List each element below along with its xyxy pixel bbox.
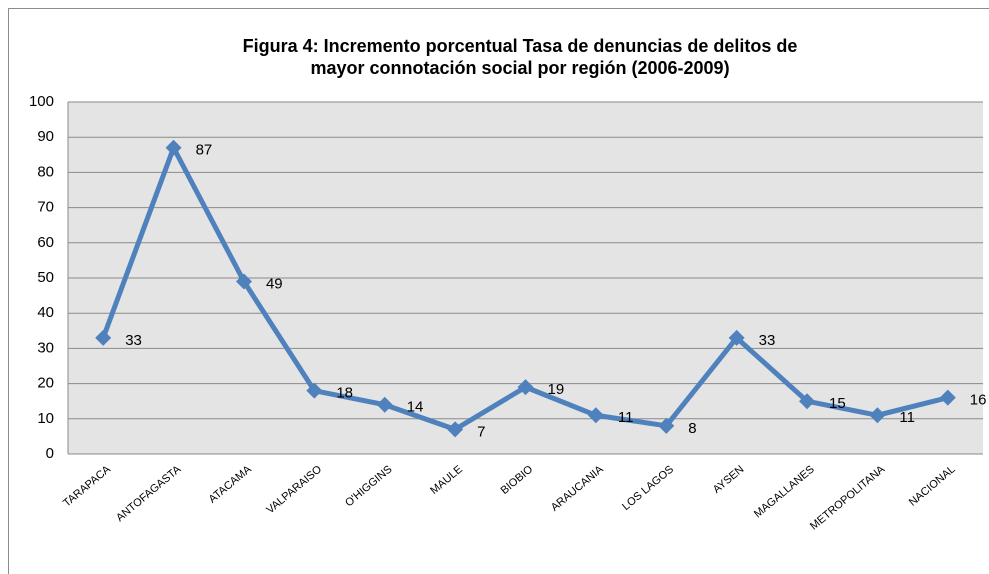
y-tick-label: 100 [29, 93, 54, 110]
y-tick-label: 20 [37, 375, 54, 392]
y-tick-label: 60 [37, 234, 54, 251]
y-tick-label: 0 [46, 445, 54, 462]
value-label: 49 [266, 275, 283, 292]
marker [306, 382, 323, 399]
value-label: 18 [336, 385, 353, 402]
value-label: 7 [477, 423, 485, 440]
marker [658, 417, 675, 434]
y-tick-label: 70 [37, 199, 54, 216]
marker [95, 329, 112, 346]
marker [799, 393, 816, 410]
y-tick-label: 90 [37, 128, 54, 145]
y-tick-label: 10 [37, 410, 54, 427]
value-label: 87 [196, 142, 213, 159]
y-tick-label: 40 [37, 304, 54, 321]
marker [728, 329, 745, 346]
value-label: 11 [618, 409, 634, 426]
marker [869, 407, 886, 424]
value-label: 11 [899, 409, 915, 426]
marker [376, 396, 393, 413]
marker [939, 389, 956, 406]
marker [165, 139, 182, 156]
marker [235, 273, 252, 290]
chart-title: Figura 4: Incremento porcentual Tasa de … [243, 36, 798, 56]
y-tick-label: 30 [37, 339, 54, 356]
value-label: 33 [125, 332, 142, 349]
value-label: 19 [548, 381, 565, 398]
marker [447, 421, 464, 438]
marker [587, 407, 604, 424]
y-tick-label: 50 [37, 269, 54, 286]
value-label: 15 [829, 395, 846, 412]
y-tick-label: 80 [37, 163, 54, 180]
value-label: 33 [759, 332, 776, 349]
marker [517, 379, 534, 396]
value-label: 14 [407, 399, 424, 416]
value-label: 8 [688, 420, 696, 437]
chart-title: mayor connotación social por región (200… [310, 58, 729, 78]
value-label: 16 [970, 392, 987, 409]
